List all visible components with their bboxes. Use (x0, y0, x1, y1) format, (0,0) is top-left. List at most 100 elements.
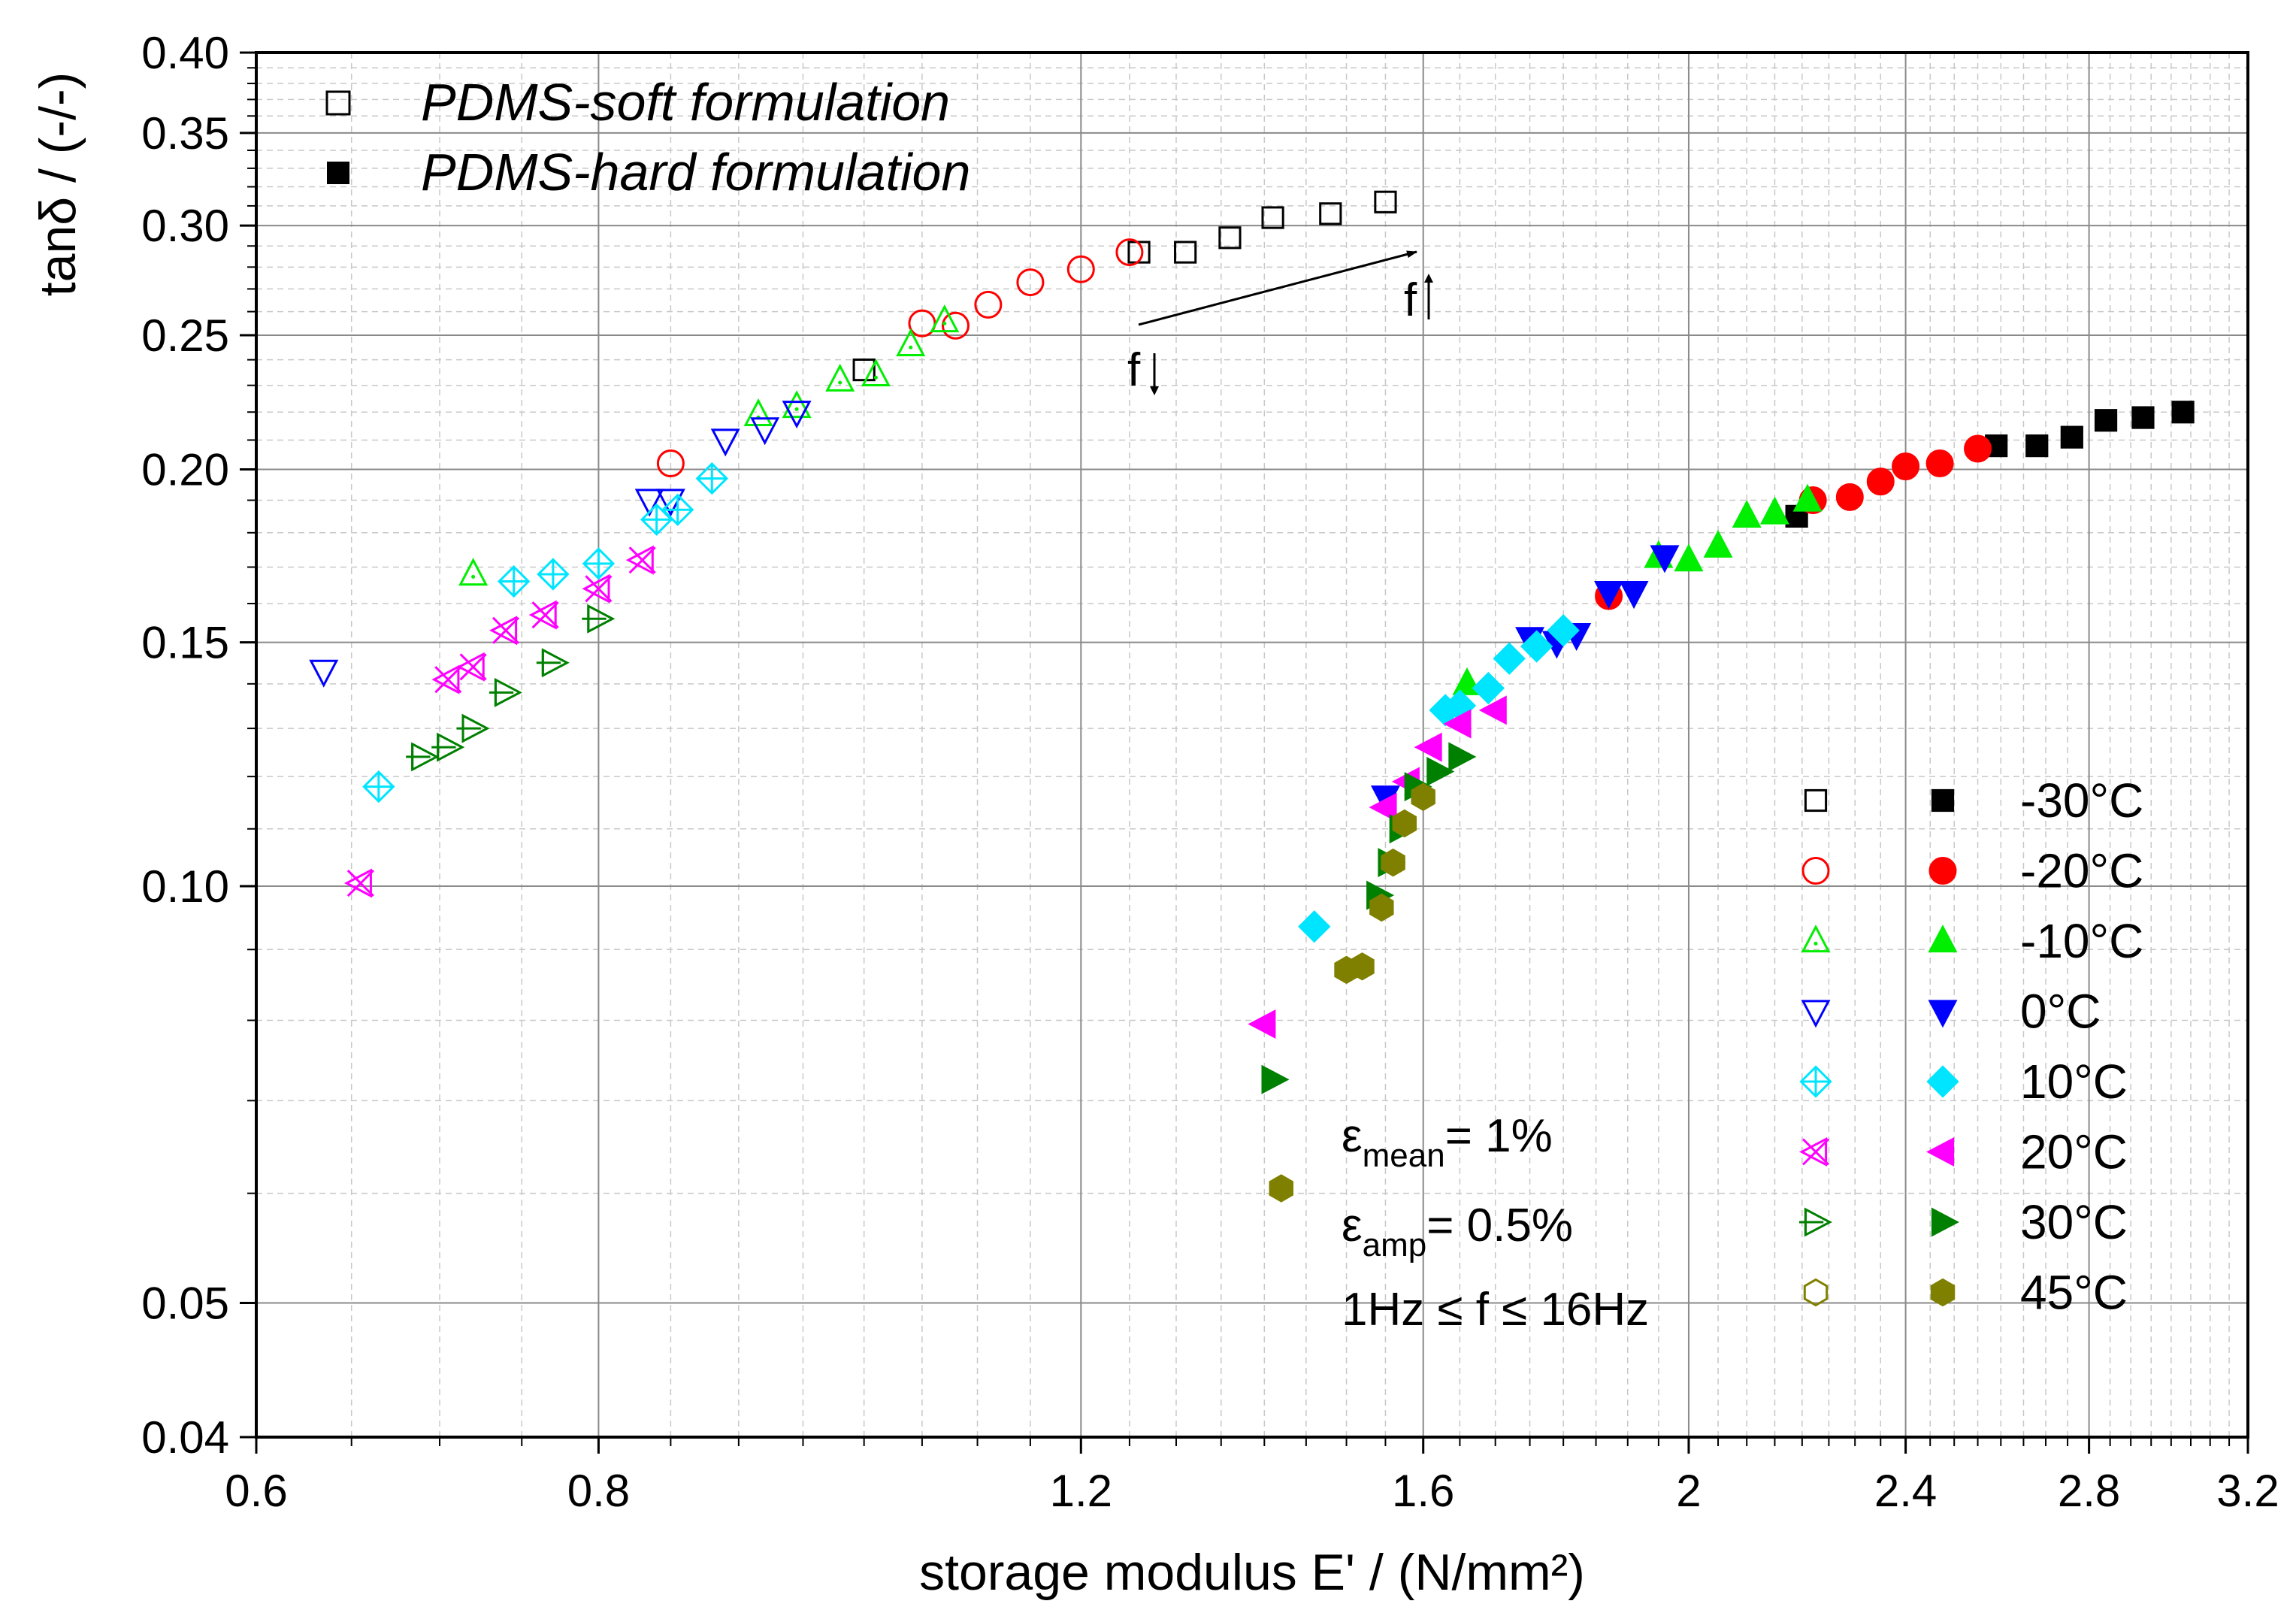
marker-shape (1928, 857, 1957, 885)
data-point (1866, 468, 1895, 496)
marker-dot (838, 380, 842, 385)
marker-shape (1928, 925, 1958, 953)
data-point (458, 558, 489, 586)
legend-soft-marker (325, 90, 351, 116)
marker-shape (1703, 529, 1733, 558)
data-point (1066, 255, 1095, 283)
data-point (1650, 545, 1680, 573)
legend-filled-marker (1926, 1065, 1959, 1098)
marker-dot (794, 407, 799, 411)
data-point (930, 304, 960, 333)
data-point (497, 564, 531, 598)
marker-shape (1369, 893, 1394, 922)
data-point (1892, 452, 1920, 481)
marker-shape (1392, 809, 1417, 838)
marker-shape (1866, 468, 1895, 496)
legend-filled-marker (1931, 788, 1955, 813)
data-point (743, 398, 773, 426)
marker-shape (1261, 1064, 1290, 1094)
marker-shape (528, 600, 557, 630)
marker-shape (1547, 614, 1580, 647)
marker-shape (1732, 499, 1762, 528)
marker-shape (1350, 952, 1375, 981)
data-point (974, 290, 1003, 319)
marker-shape (1804, 788, 1828, 813)
data-point (1674, 543, 1704, 572)
y-tick-label: 0.30 (141, 201, 229, 251)
x-tick-label: 2 (1676, 1466, 1701, 1516)
data-point (582, 547, 616, 580)
data-point (1835, 483, 1864, 511)
marker-shape (1892, 452, 1920, 481)
marker-shape (1493, 642, 1526, 675)
legend-row: 30°C (1798, 1195, 2128, 1249)
marker-shape (309, 659, 339, 688)
legend-row: -30°C (1804, 773, 2143, 828)
data-point (1619, 581, 1649, 610)
marker-shape (1066, 255, 1095, 283)
legend-filled-marker (1928, 1000, 1958, 1028)
data-point (750, 417, 780, 446)
eps-amp-value: = 0.5% (1426, 1200, 1573, 1251)
data-point (1115, 238, 1144, 267)
data-point (537, 558, 570, 591)
data-point (1547, 614, 1580, 647)
marker-shape (1269, 1174, 1293, 1203)
legend-filled-marker (1928, 857, 1957, 885)
marker-x-b (531, 601, 559, 629)
data-point (1369, 792, 1397, 822)
marker-shape (710, 428, 740, 457)
data-point (2060, 425, 2083, 449)
legend-hard-marker (327, 162, 349, 184)
marker-x-b (346, 869, 374, 897)
data-point (625, 545, 656, 575)
data-point (695, 461, 728, 495)
marker-shape (1931, 788, 1955, 813)
data-point (825, 363, 855, 392)
legend-open-marker (1801, 1000, 1831, 1028)
legend-row: 10°C (1799, 1055, 2128, 1109)
series-soft-minus20C (656, 238, 1144, 478)
legend-hard-label: PDMS-hard formulation (421, 143, 970, 201)
axis-ticks: 0.6 0.8 1.2 1.6 2 2.4 2.8 3.2 0.04 0.05 0.10 0.15 0.… (141, 28, 2279, 1516)
data-point (1426, 757, 1455, 786)
series-soft-10C (362, 461, 728, 803)
marker-shape (1218, 226, 1242, 250)
data-point (528, 600, 559, 630)
legend-temp-label: 0°C (2020, 985, 2101, 1039)
data-point (1414, 732, 1442, 762)
marker-shape (1127, 241, 1151, 264)
marker-shape (456, 652, 485, 682)
data-point (941, 311, 970, 340)
x-tick-label: 1.6 (1392, 1466, 1454, 1516)
y-tick-label: 0.15 (141, 618, 229, 668)
marker-shape (1930, 1278, 1956, 1307)
data-point (782, 390, 812, 419)
marker-shape (930, 304, 960, 333)
data-point (1443, 709, 1472, 739)
marker-shape (1369, 792, 1397, 822)
marker-shape (1174, 241, 1197, 264)
legend-temp-label: -10°C (2020, 914, 2143, 968)
data-point (1319, 202, 1342, 225)
data-point (489, 616, 520, 646)
series-hard-0C (1370, 545, 1680, 814)
marker-shape (1319, 202, 1342, 225)
legend-open-marker (1798, 1207, 1832, 1237)
data-point (1218, 226, 1242, 250)
marker-shape (1520, 630, 1553, 663)
marker-shape (2131, 406, 2155, 429)
y-tick-label: 0.40 (141, 28, 229, 78)
legend-open-marker (1801, 857, 1830, 885)
x-tick-label: 0.8 (567, 1466, 630, 1516)
frequency-arrow: f f (1127, 250, 1433, 396)
arrow-line (1138, 250, 1417, 326)
series-hard-30C (1261, 742, 1477, 1094)
data-points (309, 190, 2195, 1203)
data-point (1261, 206, 1284, 229)
arrow-low-head (1150, 386, 1159, 395)
legend-row: 0°C (1801, 985, 2101, 1039)
data-point (1411, 782, 1435, 811)
series-soft-30C (406, 604, 616, 772)
data-point (1448, 742, 1477, 772)
